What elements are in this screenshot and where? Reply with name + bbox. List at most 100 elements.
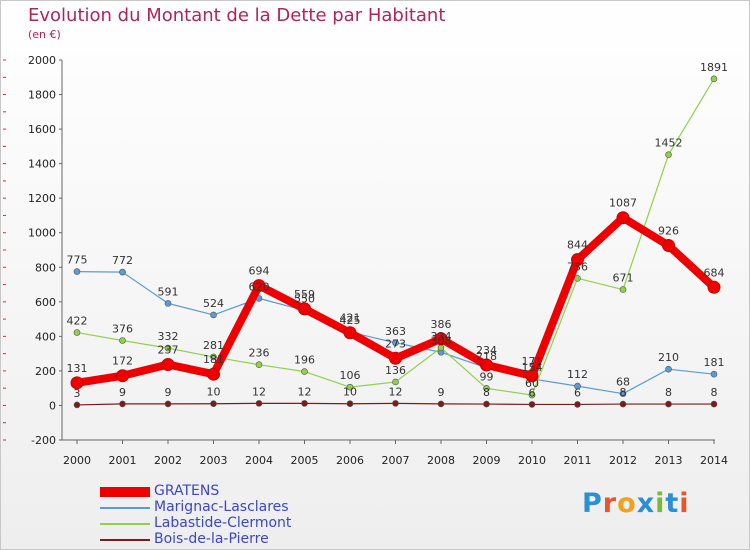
series-point xyxy=(662,239,675,253)
logo-letter: i xyxy=(679,488,690,519)
series-point xyxy=(210,311,217,319)
logo-letter: i xyxy=(655,488,666,519)
series-point xyxy=(298,302,311,316)
series-point xyxy=(252,279,266,293)
data-label: 671 xyxy=(613,272,634,285)
data-label: 684 xyxy=(704,266,725,279)
series-point xyxy=(574,275,581,282)
data-label: 524 xyxy=(203,297,224,310)
series-point xyxy=(707,280,721,294)
x-tick-label: 2004 xyxy=(245,454,273,467)
data-label: 136 xyxy=(385,364,406,377)
data-label: 772 xyxy=(112,254,133,267)
data-label: 736 xyxy=(567,260,588,273)
data-label: 99 xyxy=(480,370,494,383)
data-label: 10 xyxy=(343,386,357,399)
logo-letter: t xyxy=(665,488,680,519)
series-point xyxy=(616,211,630,225)
series-point xyxy=(483,400,490,408)
x-tick-label: 2013 xyxy=(655,454,683,467)
data-label: 9 xyxy=(165,386,172,399)
chart-title: Evolution du Montant de la Dette par Hab… xyxy=(28,5,446,26)
series-point xyxy=(255,400,263,407)
x-tick-label: 2000 xyxy=(63,454,91,467)
series-point xyxy=(164,344,172,352)
data-label: 8 xyxy=(711,386,718,399)
data-label: 9 xyxy=(438,386,445,399)
legend-swatch xyxy=(100,487,150,497)
series-point xyxy=(619,400,627,408)
series-point xyxy=(119,337,126,344)
series-point xyxy=(73,268,81,275)
series-point xyxy=(710,400,718,408)
data-label: 181 xyxy=(203,353,224,366)
series-point xyxy=(346,383,354,391)
data-label: 237 xyxy=(158,344,179,357)
data-label: 131 xyxy=(67,362,88,375)
x-tick-label: 2009 xyxy=(473,454,501,467)
y-tick-label: 2000 xyxy=(28,54,56,67)
series-point xyxy=(665,400,672,408)
series-point xyxy=(392,400,399,407)
data-label: 281 xyxy=(203,339,224,352)
series-point xyxy=(164,400,172,408)
series-point xyxy=(619,390,627,398)
x-tick-label: 2010 xyxy=(518,454,546,467)
series-point xyxy=(73,329,81,336)
series-point xyxy=(116,369,129,383)
x-tick-label: 2006 xyxy=(336,454,364,467)
data-label: 775 xyxy=(67,254,88,267)
data-label: 334 xyxy=(431,330,452,343)
data-label: 926 xyxy=(658,225,679,238)
y-tick-label: 400 xyxy=(35,330,56,343)
data-label: 181 xyxy=(704,356,725,369)
y-tick-label: 1800 xyxy=(28,89,56,102)
legend-swatch xyxy=(100,539,150,541)
x-tick-label: 2002 xyxy=(154,454,182,467)
data-label: 12 xyxy=(389,385,403,398)
series-point xyxy=(437,400,445,408)
data-label: 154 xyxy=(522,361,543,374)
data-label: 12 xyxy=(298,385,312,398)
series-point xyxy=(710,370,718,378)
legend-swatch xyxy=(100,507,150,509)
series-point xyxy=(207,367,220,381)
series-point xyxy=(346,400,354,408)
series-point xyxy=(571,253,584,267)
data-label: 112 xyxy=(567,368,588,381)
series-point xyxy=(255,361,263,368)
x-tick-label: 2011 xyxy=(564,454,592,467)
series-point xyxy=(574,382,581,390)
x-tick-label: 2014 xyxy=(700,454,728,467)
series-point xyxy=(525,369,539,383)
data-label: 308 xyxy=(431,334,452,347)
data-label: 376 xyxy=(112,323,133,336)
data-label: 386 xyxy=(431,318,452,331)
series-point xyxy=(119,268,126,276)
legend-label: Bois-de-la-Pierre xyxy=(154,531,269,547)
data-label: 3 xyxy=(74,387,81,400)
series-point xyxy=(483,385,490,392)
data-label: 172 xyxy=(112,355,133,368)
series-point xyxy=(210,353,217,361)
data-label: 550 xyxy=(294,292,315,305)
data-label: 8 xyxy=(483,386,490,399)
series-point xyxy=(164,300,172,307)
series-point xyxy=(73,401,81,409)
data-label: 363 xyxy=(385,325,406,338)
data-label: 210 xyxy=(658,351,679,364)
data-label: 106 xyxy=(340,369,361,382)
x-tick-label: 2003 xyxy=(200,454,228,467)
data-label: 6 xyxy=(574,386,581,399)
data-label: 591 xyxy=(158,285,179,298)
data-label: 9 xyxy=(119,386,126,399)
data-label: 1452 xyxy=(655,137,683,150)
proxiti-logo: Proxiti xyxy=(582,488,690,519)
chart-data-labels: 1311722371816945594212733862341718441087… xyxy=(67,61,729,400)
chart-subtitle: (en €) xyxy=(28,28,61,41)
y-tick-label: 1600 xyxy=(28,123,56,136)
data-label: 559 xyxy=(294,288,315,301)
series-point xyxy=(301,400,308,407)
series-point xyxy=(210,400,217,408)
y-tick-label: 1400 xyxy=(28,158,56,171)
